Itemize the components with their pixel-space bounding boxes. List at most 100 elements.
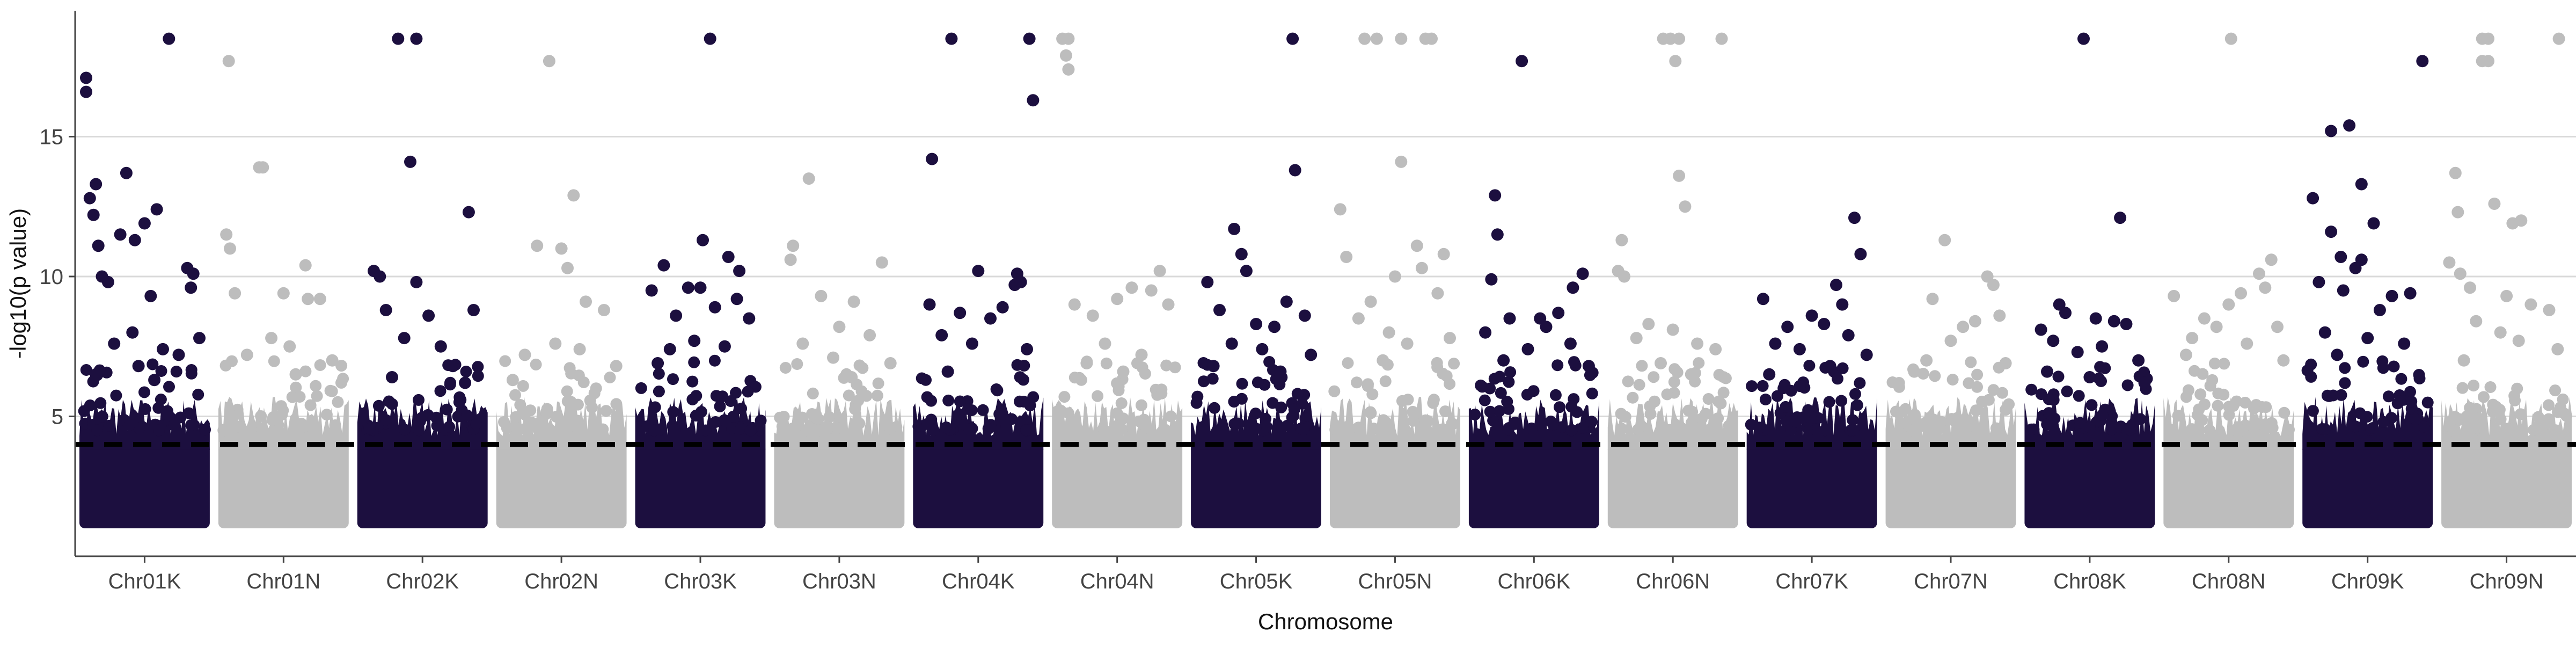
data-point-Chr05K	[1235, 248, 1248, 260]
data-point-Chr09K	[2386, 290, 2398, 302]
data-point-Chr03N	[787, 239, 799, 252]
data-point-Chr07N	[1927, 293, 1939, 305]
data-point-Chr05K	[1213, 304, 1226, 316]
data-point-Chr04N	[1154, 265, 1166, 277]
y-axis-title: -log10(p value)	[5, 208, 31, 359]
data-point-Chr05N	[1352, 312, 1365, 325]
data-point-Chr03N	[876, 256, 888, 268]
filler-point	[2061, 386, 2073, 397]
data-point-Chr07K	[1763, 368, 1775, 381]
data-point-Chr05N	[1411, 239, 1423, 252]
filler-point	[162, 405, 173, 417]
data-point-Chr09K	[2404, 287, 2417, 300]
filler-point	[2558, 408, 2570, 419]
data-point-Chr01K	[90, 178, 102, 191]
data-point-Chr07N	[2000, 357, 2012, 369]
data-point-Chr04N	[1062, 63, 1074, 76]
filler-point	[1851, 399, 1863, 411]
filler-point	[1906, 425, 1918, 437]
data-point-Chr04N	[1125, 281, 1138, 294]
data-point-Chr02N	[555, 242, 568, 255]
filler-point	[186, 368, 197, 380]
filler-point	[268, 355, 280, 367]
filler-point	[1236, 378, 1248, 390]
data-point-Chr02K	[386, 371, 398, 383]
data-point-Chr04N	[1087, 309, 1099, 322]
data-point-Chr04K	[1023, 33, 1036, 45]
filler-point	[806, 408, 818, 420]
filler-point	[2485, 381, 2497, 393]
filler-point	[296, 418, 308, 430]
filler-point	[2543, 399, 2555, 411]
data-point-Chr03N	[863, 329, 876, 341]
data-point-Chr02K	[410, 33, 422, 45]
data-point-Chr06N	[1642, 318, 1655, 330]
filler-point	[1528, 385, 1540, 397]
filler-point	[1191, 397, 1203, 409]
point-layer	[80, 33, 2565, 389]
x-axis-title: Chromosome	[1258, 609, 1393, 634]
filler-point	[1165, 411, 1177, 423]
data-point-Chr04K	[945, 33, 957, 45]
filler-point	[991, 383, 1002, 395]
data-point-Chr01N	[277, 287, 290, 300]
data-point-Chr07K	[1848, 212, 1861, 224]
data-point-Chr04K	[935, 329, 948, 341]
data-point-Chr03N	[833, 321, 845, 333]
filler-point	[565, 396, 577, 408]
filler-point	[2394, 395, 2405, 407]
data-point-Chr08N	[2259, 281, 2271, 294]
filler-point	[185, 419, 197, 431]
filler-point	[2557, 394, 2569, 405]
filler-point	[1427, 397, 1439, 409]
filler-point	[2053, 370, 2065, 382]
filler-point	[1330, 420, 1342, 432]
filler-point	[942, 395, 954, 406]
filler-point	[814, 425, 826, 437]
data-point-Chr06K	[1485, 273, 1497, 286]
data-point-Chr09N	[2553, 33, 2565, 45]
filler-point	[690, 390, 702, 402]
filler-point	[517, 380, 529, 392]
filler-point	[1550, 389, 1562, 401]
filler-point	[226, 413, 238, 425]
data-point-Chr05K	[1280, 295, 1293, 308]
filler-point	[1101, 358, 1113, 369]
data-point-Chr01K	[144, 290, 157, 302]
filler-point	[1073, 424, 1085, 436]
filler-point	[2236, 424, 2248, 436]
filler-point	[1565, 425, 1577, 437]
data-point-Chr03K	[704, 33, 716, 45]
data-point-Chr09K	[2355, 253, 2368, 266]
filler-point	[94, 397, 106, 409]
base-band-Chr01N	[218, 445, 349, 528]
filler-point	[530, 359, 542, 370]
filler-point	[1380, 375, 1392, 387]
filler-point	[1847, 414, 1858, 426]
base-band-Chr08K	[2024, 445, 2155, 528]
data-point-Chr05K	[1286, 33, 1299, 45]
data-point-Chr08N	[2186, 332, 2198, 344]
filler-point	[2134, 413, 2146, 425]
data-point-Chr09K	[2325, 125, 2337, 137]
data-point-Chr05K	[1228, 223, 1240, 235]
filler-point	[168, 419, 180, 431]
filler-point	[1636, 360, 1648, 372]
data-point-Chr09N	[2482, 55, 2494, 67]
data-point-Chr07N	[1993, 309, 2006, 322]
data-point-Chr09N	[2524, 299, 2537, 311]
data-point-Chr01N	[224, 242, 236, 255]
base-band-Chr07K	[1747, 445, 1877, 528]
data-point-Chr01K	[148, 374, 160, 386]
x-tick-label-Chr07K: Chr07K	[1775, 570, 1848, 593]
filler-point	[2528, 424, 2540, 436]
filler-point	[2377, 416, 2389, 428]
filler-point	[1723, 420, 1735, 432]
data-point-Chr01N	[223, 55, 235, 67]
data-point-Chr01K	[90, 368, 102, 381]
filler-point	[1565, 401, 1577, 413]
filler-point	[509, 389, 521, 401]
data-point-Chr09K	[2343, 119, 2355, 132]
data-point-Chr05K	[1256, 343, 1268, 355]
data-point-Chr05N	[1389, 271, 1401, 283]
